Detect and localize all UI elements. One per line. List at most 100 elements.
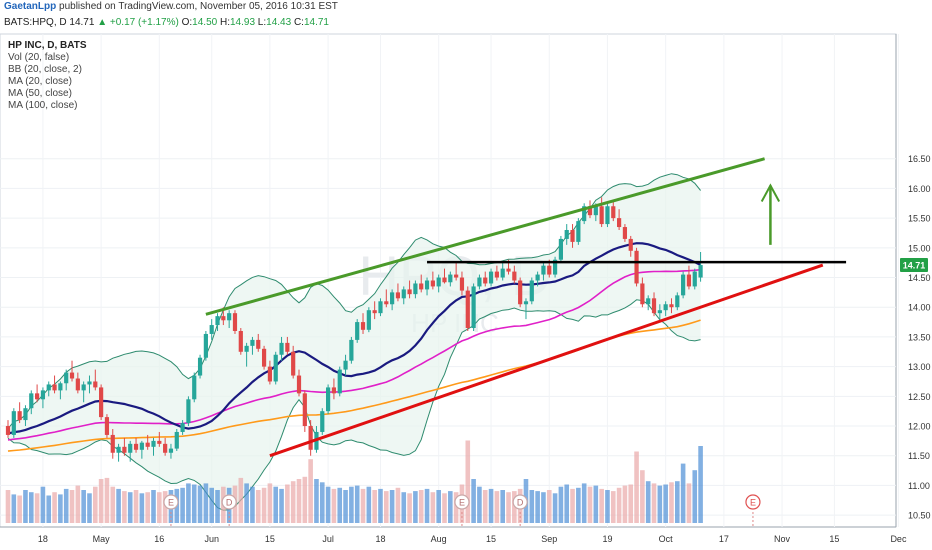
volume-bar — [319, 482, 325, 523]
volume-bar — [133, 490, 139, 523]
last-price-badge — [900, 258, 928, 273]
candle-body — [436, 277, 441, 287]
low-value: 14.43 — [266, 17, 292, 28]
candle-body — [372, 310, 377, 314]
candle-body — [326, 387, 331, 412]
volume-bar — [354, 485, 360, 523]
indicator-bollinger[interactable]: BB (20, close, 2) — [8, 64, 82, 75]
volume-bar — [191, 484, 197, 523]
volume-bar — [122, 491, 127, 523]
price-tick-label: 10.50 — [908, 511, 931, 521]
candle-body — [634, 250, 639, 284]
indicator-legend: HP INC, D, BATS Vol (20, false) BB (20, … — [8, 40, 87, 112]
candle-body — [593, 206, 598, 216]
volume-bar — [116, 488, 121, 523]
candle-body — [541, 265, 546, 275]
candle-body — [605, 206, 610, 225]
up-arrow-icon: ▲ — [97, 17, 108, 28]
candle-body — [622, 227, 628, 239]
volume-bar — [535, 491, 540, 523]
candle-body — [360, 322, 366, 330]
price-tick-label: 11.00 — [908, 481, 930, 491]
candle-body — [99, 387, 104, 418]
volume-bar — [506, 492, 511, 523]
volume-bar — [209, 487, 214, 523]
volume-bar — [628, 484, 634, 523]
open-label: O: — [181, 17, 193, 28]
volume-bar — [366, 486, 372, 523]
candle-body — [180, 423, 185, 432]
time-tick-label: 15 — [829, 534, 839, 544]
volume-bar — [558, 486, 564, 523]
time-tick-label: Nov — [774, 534, 791, 544]
publisher-username[interactable]: GaetanLpp — [4, 1, 57, 12]
candle-body — [547, 265, 552, 275]
volume-bar — [453, 492, 459, 523]
candle-body — [122, 446, 127, 453]
indicator-ma20[interactable]: MA (20, close) — [8, 76, 72, 87]
candle-body — [698, 265, 703, 278]
candle-body — [518, 280, 523, 305]
time-tick-label: Aug — [431, 534, 447, 544]
time-tick-label: Sep — [541, 534, 557, 544]
candle-body — [256, 339, 261, 349]
candle-body — [558, 238, 563, 260]
time-tick-label: 16 — [154, 534, 164, 544]
price-tick-label: 15.00 — [908, 243, 931, 253]
indicator-symbol[interactable]: HP INC, D, BATS — [8, 40, 87, 51]
candle-body — [663, 304, 668, 311]
candle-body — [75, 378, 80, 391]
volume-bar — [360, 488, 366, 523]
indicator-ma100[interactable]: MA (100, close) — [8, 100, 78, 111]
volume-bar — [651, 483, 657, 523]
candle-body — [512, 271, 517, 281]
candle-body — [477, 277, 482, 287]
candle-body — [430, 280, 435, 287]
volume-bar — [680, 463, 686, 523]
candle-body — [692, 271, 697, 287]
candle-body — [390, 292, 395, 305]
candle-body — [599, 206, 604, 225]
volume-bar — [657, 485, 663, 523]
high-value: 14.93 — [229, 17, 256, 28]
volume-bar — [279, 488, 284, 523]
volume-bar — [63, 488, 69, 523]
volume-bar — [587, 486, 593, 523]
candle-body — [320, 411, 325, 432]
target-arrow-head — [760, 183, 781, 202]
candle-body — [168, 448, 174, 453]
candle-body — [29, 393, 34, 409]
candle-body — [203, 333, 208, 358]
candle-body — [64, 372, 69, 384]
candle-body — [378, 301, 383, 314]
event-marker-label: D — [226, 498, 233, 508]
candle-body — [564, 230, 569, 239]
close-value: 14.71 — [303, 17, 329, 28]
candle-body — [81, 384, 86, 391]
indicator-volume[interactable]: Vol (20, false) — [8, 52, 70, 63]
event-marker-label: E — [459, 498, 465, 508]
candle-body — [640, 283, 645, 305]
volume-bar — [622, 485, 628, 523]
candle-body — [651, 298, 657, 314]
volume-bar — [11, 494, 17, 523]
volume-bar — [413, 491, 418, 523]
time-tick-label: 15 — [265, 534, 275, 544]
volume-bar — [162, 491, 168, 523]
candle-body — [69, 372, 75, 379]
indicator-ma50[interactable]: MA (50, close) — [8, 88, 72, 99]
time-tick-label: 18 — [38, 534, 48, 544]
candle-body — [587, 206, 593, 216]
volume-bar — [686, 483, 692, 523]
volume-bar — [378, 488, 383, 523]
candle-body — [192, 375, 197, 400]
volume-bar — [261, 487, 267, 523]
candle-body — [331, 387, 337, 394]
volume-bar — [576, 487, 581, 523]
time-tick-label: Dec — [890, 534, 907, 544]
volume-bar — [139, 493, 145, 523]
volume-bar — [337, 487, 343, 523]
volume-bar — [28, 492, 34, 523]
volume-bar — [81, 490, 86, 523]
